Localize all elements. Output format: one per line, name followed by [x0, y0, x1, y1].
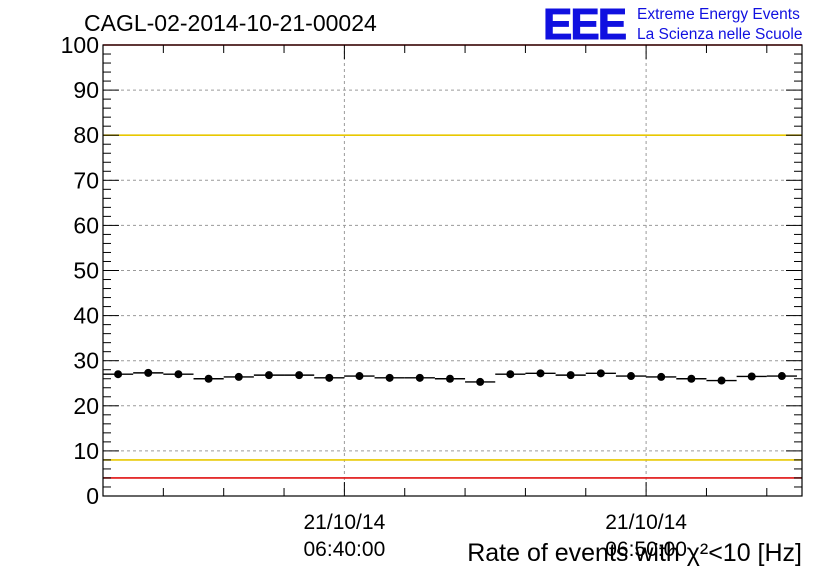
y-tick-label: 50	[73, 258, 99, 284]
data-markers	[103, 368, 797, 386]
x-tick-date: 21/10/14	[304, 511, 386, 534]
x-tick-time: 06:40:00	[304, 538, 386, 561]
data-point	[506, 370, 515, 379]
data-point	[234, 372, 243, 381]
y-tick-label: 60	[73, 212, 99, 238]
y-tick-label: 0	[86, 483, 99, 509]
data-point	[596, 369, 605, 378]
data-point	[415, 373, 424, 382]
x-tick-time: 06:50:00	[605, 538, 687, 561]
chart-title: CAGL-02-2014-10-21-00024	[84, 10, 377, 36]
data-point	[295, 371, 304, 380]
data-point	[777, 372, 786, 381]
y-tick-label: 80	[73, 122, 99, 148]
data-point	[717, 376, 726, 385]
y-tick-label: 30	[73, 348, 99, 374]
data-point	[114, 370, 123, 379]
eee-logo-line1: Extreme Energy Events	[637, 6, 800, 23]
data-point	[174, 370, 183, 379]
y-tick-label: 40	[73, 303, 99, 329]
y-tick-label: 10	[73, 438, 99, 464]
data-point	[627, 372, 636, 381]
data-point	[747, 372, 756, 381]
y-tick-labels: 0 10 20 30 40 50 60 70 80 90 100	[61, 32, 99, 509]
data-point	[355, 372, 364, 381]
data-point	[144, 368, 153, 377]
data-point	[657, 372, 666, 381]
data-point	[204, 374, 213, 383]
eee-logo-line2: La Scienza nelle Scuole	[637, 26, 802, 43]
data-point	[687, 374, 696, 383]
data-point	[325, 373, 334, 382]
x-tick-labels: 21/10/14 06:40:00 21/10/14 06:50:00	[304, 511, 688, 561]
y-tick-label: 20	[73, 393, 99, 419]
eee-logo-mark: EEE	[543, 0, 626, 49]
x-tick-date: 21/10/14	[605, 511, 687, 534]
y-tick-label: 90	[73, 77, 99, 103]
data-point	[566, 371, 575, 380]
reference-lines	[103, 44, 802, 479]
data-point	[385, 373, 394, 382]
grid-lines	[103, 45, 802, 496]
plot-frame	[102, 44, 803, 497]
data-point	[264, 371, 273, 380]
x-axis-label: Rate of events with χ²<10 [Hz]	[467, 539, 802, 567]
data-point	[445, 374, 454, 383]
y-tick-label: 100	[61, 32, 99, 58]
eee-logo: EEE Extreme Energy Events La Scienza nel…	[543, 0, 803, 50]
data-point	[476, 377, 485, 386]
y-tick-label: 70	[73, 167, 99, 193]
data-point	[536, 369, 545, 378]
